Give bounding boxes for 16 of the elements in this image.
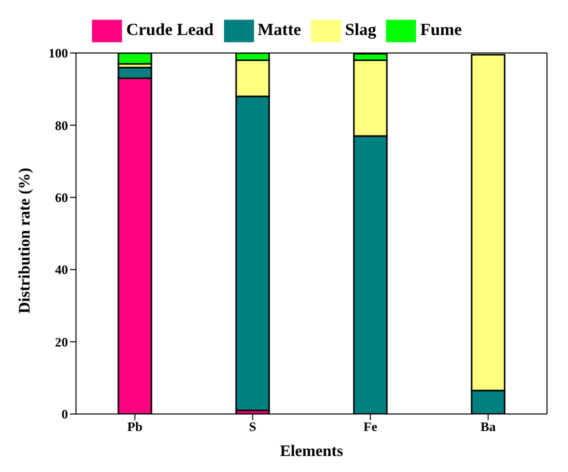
legend-label: Crude Lead (126, 20, 214, 39)
y-tick-label: 40 (55, 262, 68, 278)
x-tick-label: Fe (364, 419, 378, 434)
legend-label: Slag (345, 20, 376, 39)
y-tick-label: 100 (48, 46, 68, 61)
x-tick-label: Ba (480, 419, 496, 434)
x-axis-title: Elements (280, 443, 344, 460)
y-tick-label: 60 (55, 190, 68, 206)
legend-label: Matte (258, 20, 302, 39)
legend-label: Fume (420, 20, 462, 39)
x-tick-label: Pb (127, 419, 142, 434)
x-tick-label: S (249, 419, 256, 434)
y-tick-label: 20 (55, 334, 68, 350)
y-tick-label: 0 (62, 406, 68, 422)
y-tick-label: 80 (55, 118, 68, 133)
y-axis-title: Distribution rate (%) (16, 168, 34, 314)
